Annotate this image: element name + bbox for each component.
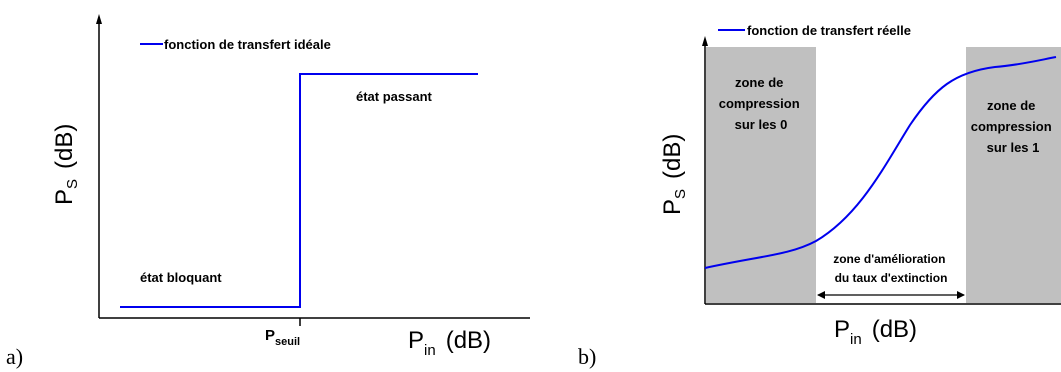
panel-a: fonction de transfert idéale état passan… xyxy=(6,14,530,369)
panel-b-x-axis-label: Pin (dB) xyxy=(834,316,917,348)
panel-b-zone-left-fill xyxy=(706,47,816,303)
panel-b-label: b) xyxy=(578,344,596,369)
panel-a-label: a) xyxy=(6,344,23,369)
panel-b-zone-left-label: zone de compression sur les 0 xyxy=(719,75,804,132)
panel-a-state-on-label: état passant xyxy=(356,89,433,104)
panel-b-zone-right-label: zone de compression sur les 1 xyxy=(971,98,1056,155)
panel-a-legend-label: fonction de transfert idéale xyxy=(164,37,331,52)
panel-a-y-axis-label: PS(dB) xyxy=(51,124,81,205)
panel-a-y-axis-arrowhead xyxy=(96,14,102,24)
panel-a-ideal-transfer-curve xyxy=(120,73,478,308)
panel-b-legend-label: fonction de transfert réelle xyxy=(747,23,911,38)
panel-b-real-transfer-curve xyxy=(704,56,1057,269)
panel-b-zone-right-fill xyxy=(966,47,1061,303)
panel-a-x-axis-label: Pin (dB) xyxy=(408,327,491,359)
panel-b: fonction de transfert réelle zone de com… xyxy=(578,23,1061,369)
panel-b-improvement-label: zone d'amélioration du taux d'extinction xyxy=(833,252,949,285)
panel-b-y-axis-arrowhead xyxy=(702,36,708,46)
panel-a-state-off-label: état bloquant xyxy=(140,270,222,285)
panel-b-y-axis-label: PS(dB) xyxy=(659,134,689,215)
panel-a-threshold-label: Pseuil xyxy=(265,327,300,348)
